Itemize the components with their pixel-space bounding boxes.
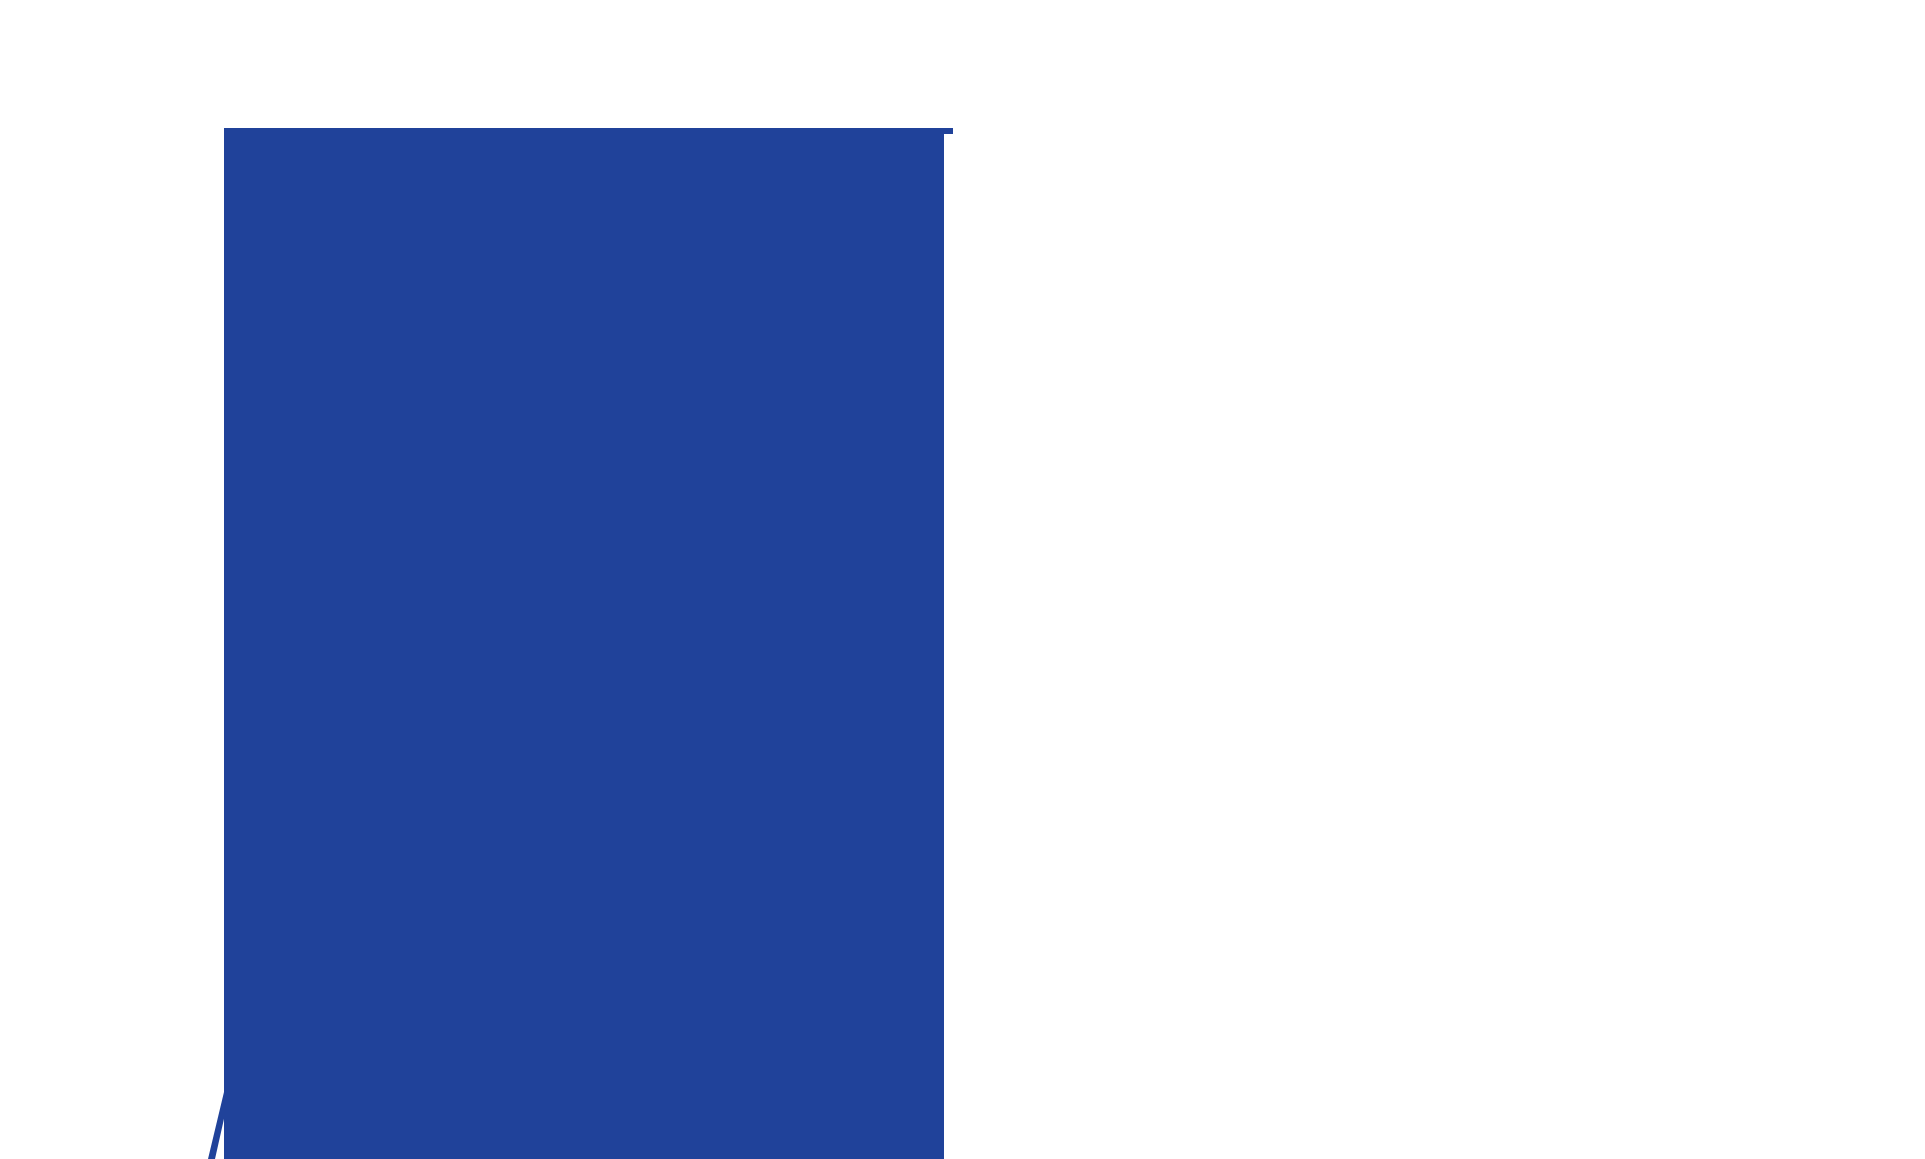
top-right-notch [944, 128, 953, 134]
blue-block [224, 128, 944, 1159]
